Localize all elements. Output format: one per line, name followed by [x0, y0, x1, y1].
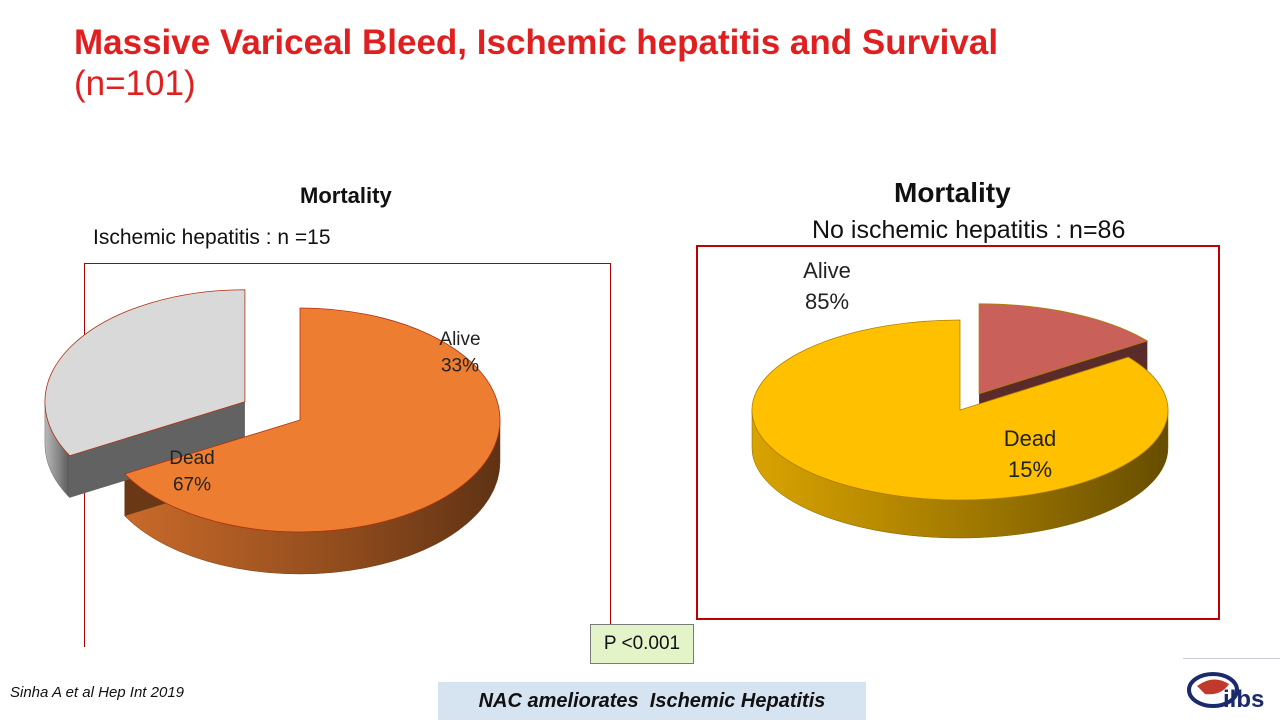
- slide-title: Massive Variceal Bleed, Ischemic hepatit…: [74, 22, 1174, 104]
- pie-slice-cut-alive: [69, 401, 245, 498]
- p-value-box: P <0.001: [590, 624, 694, 664]
- left-chart-title: Mortality: [300, 183, 392, 208]
- pie-slice-alive: [751, 319, 1169, 501]
- citation: Sinha A et al Hep Int 2019: [10, 684, 185, 701]
- slice-label-dead: Dead: [169, 448, 214, 469]
- title-line-2: (n=101): [74, 64, 196, 103]
- title-line-1: Massive Variceal Bleed, Ischemic hepatit…: [74, 23, 999, 62]
- logo-text: ilbs: [1223, 686, 1265, 713]
- left-chart-subtitle: Ischemic hepatitis : n =15: [93, 226, 331, 249]
- conclusion-note: NAC ameliorates Ischemic Hepatitis: [438, 682, 866, 720]
- slice-label-dead: Dead: [1004, 426, 1057, 451]
- slice-label-alive: Alive: [439, 329, 480, 350]
- right-chart-frame: [696, 245, 1220, 620]
- pie-slice-dead: [978, 303, 1149, 395]
- right-chart-title: Mortality: [894, 177, 1011, 208]
- pie-slice-alive: [44, 289, 246, 457]
- slice-value-dead: 15%: [1008, 457, 1052, 482]
- slice-value-alive: 33%: [441, 356, 479, 377]
- slice-label-alive: Alive: [803, 258, 851, 283]
- slice-value-alive: 85%: [805, 289, 849, 314]
- ilbs-logo: ilbs: [1183, 658, 1280, 720]
- right-chart-subtitle: No ischemic hepatitis : n=86: [812, 216, 1126, 244]
- pie-slice-dead: [123, 307, 501, 533]
- liver-logo-icon: [1187, 672, 1239, 708]
- slice-value-dead: 67%: [173, 475, 211, 496]
